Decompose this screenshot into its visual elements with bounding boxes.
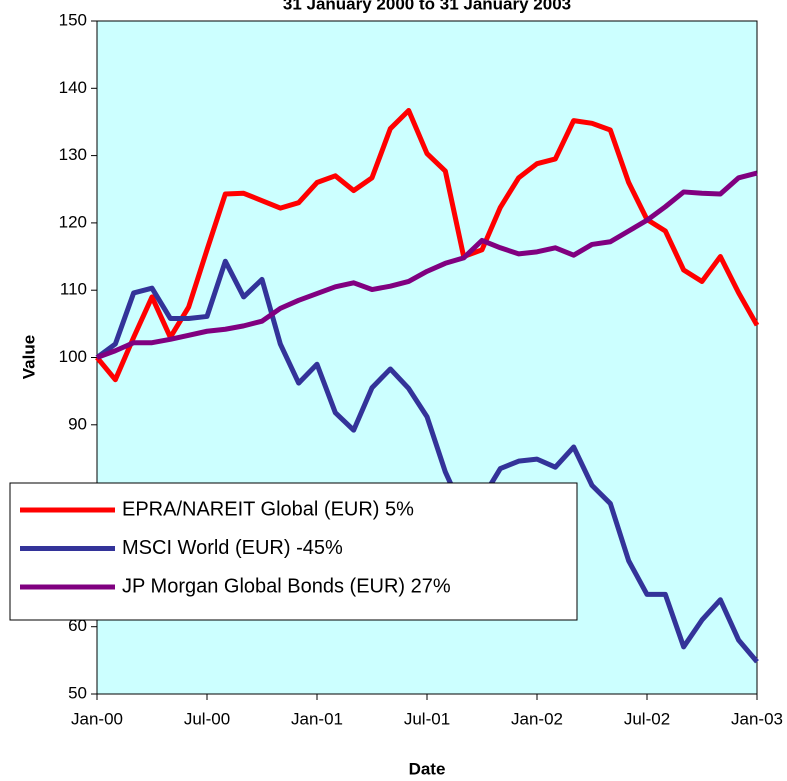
series-line xyxy=(95,258,759,664)
x-tick-label: Jan-03 xyxy=(731,709,783,728)
x-tick-label: Jul-02 xyxy=(624,709,670,728)
x-tick-label: Jan-02 xyxy=(511,709,563,728)
y-tick-label: 130 xyxy=(59,145,87,164)
x-tick-label: Jul-01 xyxy=(404,709,450,728)
y-tick-label: 110 xyxy=(60,280,87,299)
chart-title: 31 January 2000 to 31 January 2003 xyxy=(283,0,571,13)
x-tick-label: Jan-00 xyxy=(71,709,123,728)
y-tick-label: 150 xyxy=(59,10,87,29)
y-tick-label: 90 xyxy=(68,414,87,433)
legend-label: JP Morgan Global Bonds (EUR) 27% xyxy=(122,575,451,597)
series-line xyxy=(96,170,758,360)
y-tick-label: 50 xyxy=(68,683,87,702)
x-tick-label: Jan-01 xyxy=(291,709,343,728)
y-axis-label: Value xyxy=(19,335,38,379)
legend xyxy=(9,482,578,621)
y-tick-label: 120 xyxy=(59,212,87,231)
y-tick-label: 60 xyxy=(68,616,87,635)
x-axis-label: Date xyxy=(409,759,446,778)
y-tick-label: 100 xyxy=(59,347,87,366)
y-tick-label: 140 xyxy=(59,78,87,97)
legend-label: EPRA/NAREIT Global (EUR) 5% xyxy=(122,498,414,520)
x-tick-label: Jul-00 xyxy=(184,709,230,728)
legend-label: MSCI World (EUR) -45% xyxy=(122,537,343,559)
